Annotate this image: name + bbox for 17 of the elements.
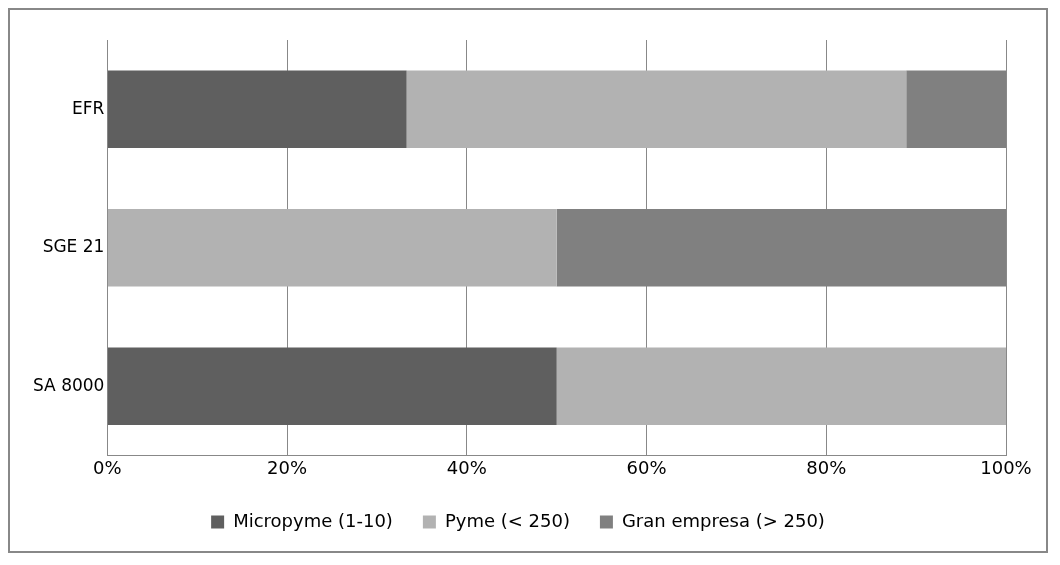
bar	[556, 347, 1006, 425]
y-tick-label: SA 8000	[33, 374, 105, 395]
legend-label: Pyme (< 250)	[444, 509, 570, 531]
x-tick-label: 40%	[446, 456, 487, 478]
bar	[107, 208, 557, 287]
x-tick-label: 0%	[93, 456, 122, 478]
bar	[107, 70, 407, 148]
y-tick-label: EFR	[72, 97, 105, 118]
y-tick-label: SGE 21	[42, 236, 105, 257]
x-tick-label: 80%	[806, 456, 847, 478]
legend-label: Micropyme (1-10)	[233, 509, 393, 531]
x-tick-label: 60%	[626, 456, 667, 478]
legend-label: Gran empresa (> 250)	[621, 509, 825, 531]
x-tick-label: 100%	[980, 456, 1032, 478]
bar	[406, 70, 907, 148]
bar	[107, 347, 557, 425]
x-tick-label: 20%	[267, 456, 308, 478]
